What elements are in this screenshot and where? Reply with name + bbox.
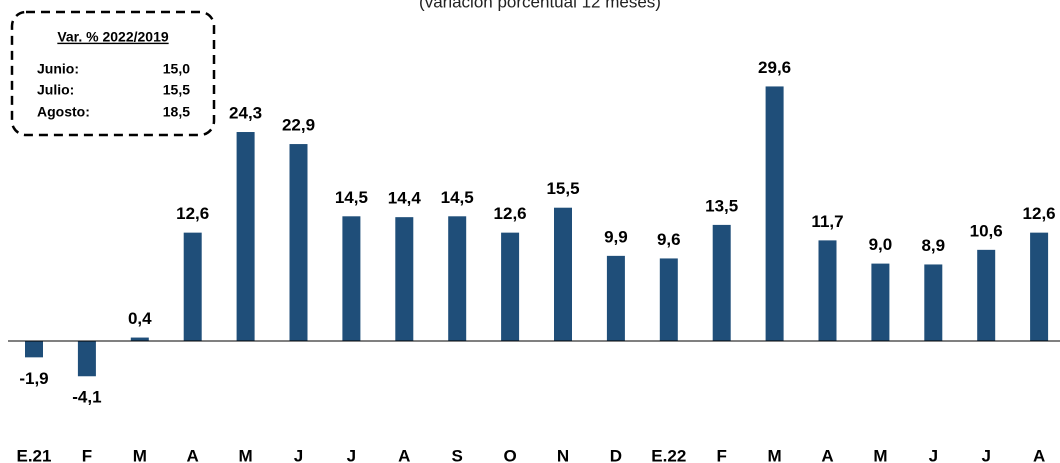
x-tick-label: A (821, 446, 833, 463)
data-label: 12,6 (1023, 204, 1056, 223)
annotation-label: Agosto: (37, 104, 90, 120)
x-tick-label: M (768, 446, 782, 463)
annotation-value: 15,5 (163, 82, 190, 98)
data-label: 9,9 (604, 227, 628, 246)
x-tick-label: J (981, 446, 990, 463)
data-label: 13,5 (705, 196, 738, 215)
x-tick-label: F (82, 446, 92, 463)
bar (448, 216, 467, 341)
x-tick-label: N (557, 446, 569, 463)
annotation-title: Var. % 2022/2019 (57, 29, 169, 45)
x-tick-label: A (398, 446, 410, 463)
data-label: 11,7 (811, 212, 843, 231)
bar (765, 86, 784, 341)
x-tick-label: J (929, 446, 938, 463)
x-tick-label: S (452, 446, 463, 463)
x-tick-label: O (503, 446, 516, 463)
x-tick-label: F (717, 446, 727, 463)
bar (395, 217, 414, 341)
data-label: 29,6 (758, 58, 791, 77)
data-label: 9,0 (869, 235, 893, 254)
data-label: 12,6 (176, 204, 209, 223)
annotation-label: Julio: (37, 82, 74, 98)
bar (554, 207, 572, 341)
x-tick-label: M (873, 446, 887, 463)
chart-subtitle: (variación porcentual 12 meses) (419, 0, 661, 11)
annotation-value: 18,5 (163, 104, 190, 120)
annotation-box (10, 10, 216, 137)
annotation-value: 15,0 (163, 61, 190, 77)
data-label: -1,9 (19, 369, 48, 388)
x-tick-label: J (294, 446, 303, 463)
data-label: 12,6 (494, 204, 527, 223)
x-tick-label: E.22 (651, 446, 686, 463)
x-tick-label: M (239, 446, 253, 463)
data-label: 14,4 (388, 189, 422, 208)
data-label: 0,4 (128, 309, 152, 328)
data-label: 14,5 (441, 188, 474, 207)
data-label: 24,3 (229, 104, 262, 123)
bar (183, 232, 202, 341)
x-tick-label: M (133, 446, 147, 463)
bar (130, 337, 149, 341)
bar (289, 144, 308, 341)
x-tick-label: D (610, 446, 622, 463)
bar (1030, 232, 1049, 341)
bar (77, 341, 96, 377)
x-tick-label: J (347, 446, 356, 463)
data-label: 22,9 (282, 116, 315, 135)
bar (659, 258, 678, 341)
x-tick-label: E.21 (17, 446, 52, 463)
x-tick-label: A (1033, 446, 1045, 463)
bar (871, 263, 890, 341)
bar (606, 255, 625, 341)
x-tick-label: A (187, 446, 199, 463)
bar (818, 240, 837, 341)
data-label: 14,5 (335, 188, 368, 207)
bar (342, 216, 361, 341)
bar (501, 232, 520, 341)
bar (977, 249, 996, 341)
annotation-label: Junio: (37, 61, 79, 77)
data-label: 8,9 (921, 236, 945, 255)
data-label: 10,6 (970, 221, 1003, 240)
bar (236, 132, 255, 341)
data-label: -4,1 (72, 388, 101, 407)
bar (924, 264, 943, 341)
data-label: 15,5 (546, 179, 579, 198)
data-label: 9,6 (657, 230, 681, 249)
bar (712, 224, 731, 341)
bar (25, 341, 43, 358)
